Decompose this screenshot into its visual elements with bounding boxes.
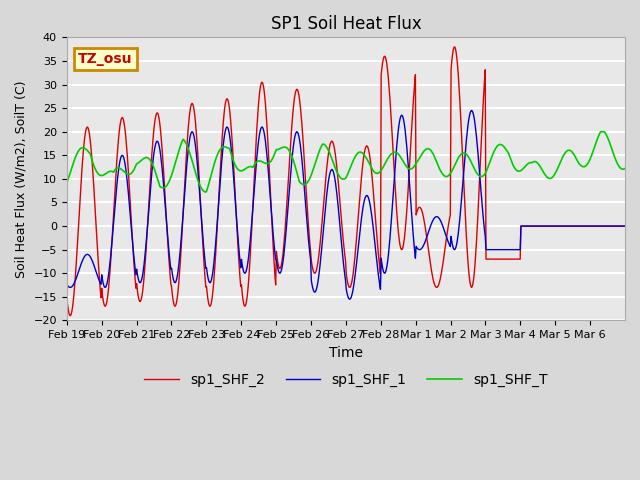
sp1_SHF_1 xyxy=(280,253,287,259)
sp1_SHF_T xyxy=(259,159,267,165)
sp1_SHF_1 xyxy=(346,296,354,302)
Line: sp1_SHF_2: sp1_SHF_2 xyxy=(67,47,625,316)
sp1_SHF_2 xyxy=(436,279,444,285)
sp1_SHF_T xyxy=(436,166,444,171)
sp1_SHF_T xyxy=(280,144,288,150)
sp1_SHF_1 xyxy=(621,223,629,229)
sp1_SHF_1 xyxy=(468,108,476,113)
sp1_SHF_T xyxy=(129,169,136,175)
sp1_SHF_T xyxy=(621,166,629,171)
sp1_SHF_1 xyxy=(129,236,136,242)
X-axis label: Time: Time xyxy=(329,346,363,360)
sp1_SHF_1 xyxy=(436,216,444,222)
sp1_SHF_T xyxy=(232,163,239,169)
sp1_SHF_2 xyxy=(280,236,288,241)
Y-axis label: Soil Heat Flux (W/m2), SoilT (C): Soil Heat Flux (W/m2), SoilT (C) xyxy=(15,80,28,277)
sp1_SHF_2 xyxy=(232,200,239,206)
Legend: sp1_SHF_2, sp1_SHF_1, sp1_SHF_T: sp1_SHF_2, sp1_SHF_1, sp1_SHF_T xyxy=(139,368,553,393)
sp1_SHF_1 xyxy=(231,192,239,198)
sp1_SHF_2 xyxy=(67,313,74,319)
sp1_SHF_T xyxy=(202,189,210,195)
sp1_SHF_1 xyxy=(404,161,412,167)
sp1_SHF_1 xyxy=(63,281,70,287)
sp1_SHF_2 xyxy=(451,44,458,50)
sp1_SHF_T xyxy=(597,129,605,134)
Title: SP1 Soil Heat Flux: SP1 Soil Heat Flux xyxy=(271,15,421,33)
Text: TZ_osu: TZ_osu xyxy=(78,52,132,66)
Line: sp1_SHF_T: sp1_SHF_T xyxy=(67,132,625,192)
sp1_SHF_T xyxy=(404,165,412,171)
sp1_SHF_2 xyxy=(621,223,629,229)
sp1_SHF_2 xyxy=(259,83,267,88)
Line: sp1_SHF_1: sp1_SHF_1 xyxy=(67,110,625,299)
sp1_SHF_2 xyxy=(63,295,70,300)
sp1_SHF_2 xyxy=(129,246,137,252)
sp1_SHF_1 xyxy=(259,124,266,130)
sp1_SHF_T xyxy=(63,180,70,185)
sp1_SHF_2 xyxy=(404,187,412,193)
